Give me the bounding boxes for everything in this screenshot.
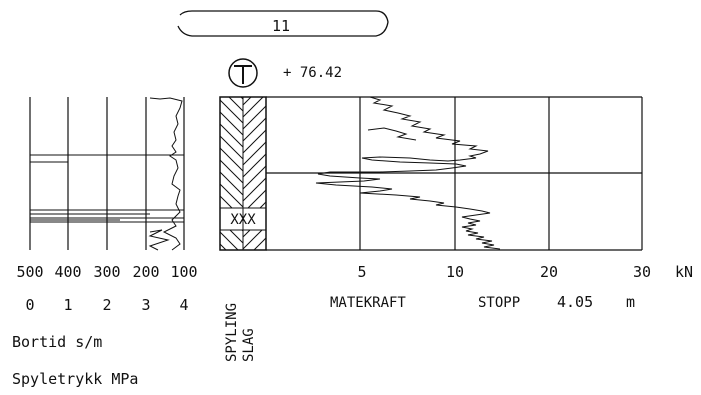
borehole-id: 11 — [272, 17, 290, 35]
stop-depth: 4.05 — [557, 293, 593, 311]
spyletrykk-tick-labels: 0 1 2 3 4 — [25, 296, 188, 314]
stop-unit: m — [626, 293, 635, 311]
tick-label: 3 — [141, 296, 150, 314]
borehole-id-box: 11 — [177, 10, 389, 37]
force-unit: kN — [675, 263, 693, 281]
tick-label: 0 — [25, 296, 34, 314]
tick-label: 4 — [179, 296, 188, 314]
tick-label: 200 — [132, 263, 159, 281]
tick-label: 500 — [16, 263, 43, 281]
tick-label: 20 — [540, 263, 558, 281]
tick-label: 400 — [54, 263, 81, 281]
matekraft-label: MATEKRAFT — [330, 295, 406, 311]
spyletrykk-trace — [148, 97, 183, 251]
tick-label: 2 — [102, 296, 111, 314]
spyletrykk-axis-label: Spyletrykk MPa — [12, 370, 138, 388]
bortid-axis-label: Bortid s/m — [12, 333, 102, 351]
t-in-circle-icon — [228, 58, 258, 88]
spyling-slag-column: XXX — [219, 96, 267, 251]
tick-label: 10 — [446, 263, 464, 281]
tick-label: 1 — [63, 296, 72, 314]
tick-label: 300 — [93, 263, 120, 281]
force-tick-labels: 5 10 20 30 — [357, 263, 651, 281]
tick-label: 100 — [170, 263, 197, 281]
bortid-trace — [30, 154, 184, 223]
matekraft-trace-b — [367, 127, 417, 141]
matekraft-trace — [315, 96, 501, 250]
spyling-label: SPYLING — [224, 303, 240, 362]
left-panel-grid — [29, 97, 185, 250]
xxx-marker: XXX — [230, 212, 256, 228]
slag-label: SLAG — [241, 328, 257, 362]
right-panel-grid — [266, 96, 643, 251]
tick-label: 5 — [357, 263, 366, 281]
stopp-label: STOPP — [478, 295, 520, 311]
tick-label: 30 — [633, 263, 651, 281]
bortid-tick-labels: 500 400 300 200 100 — [16, 263, 197, 281]
elevation-label: + 76.42 — [283, 65, 342, 81]
